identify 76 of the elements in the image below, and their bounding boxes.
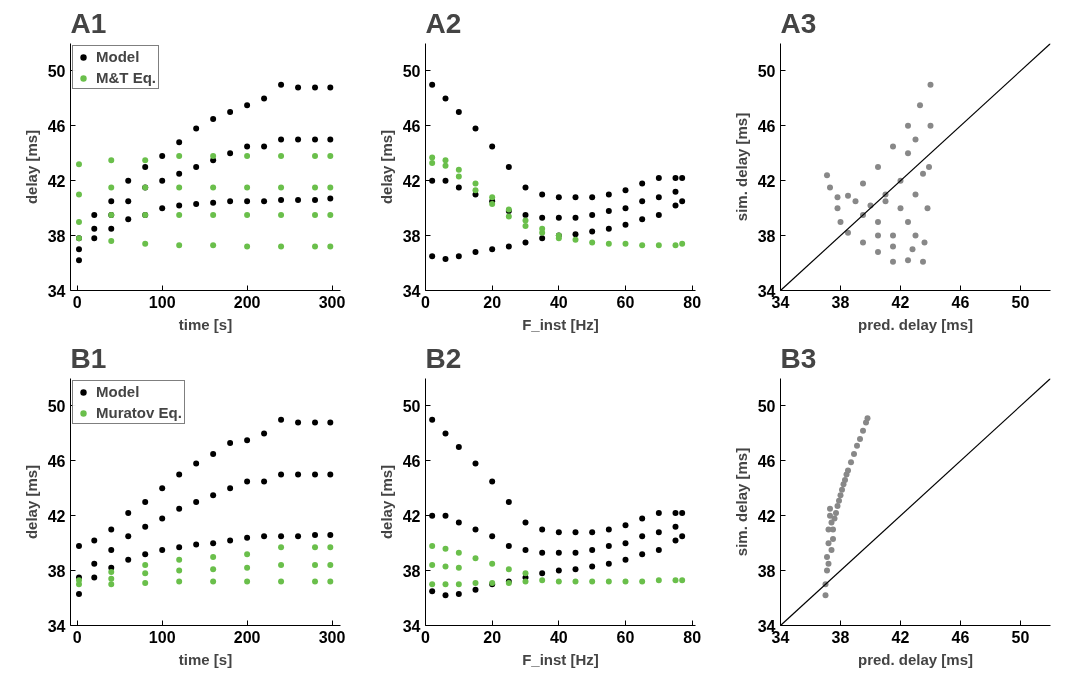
x-tick-label: 200 [233, 293, 261, 311]
chart-title: B3 [780, 342, 817, 374]
y-tick-label: 34 [47, 617, 66, 635]
x-tick-label: 0 [72, 293, 82, 311]
x-tick-label: 50 [1011, 293, 1030, 311]
y-tick-label: 50 [757, 62, 776, 80]
x-tick-label: 0 [421, 293, 431, 311]
x-tick-label: 40 [549, 293, 568, 311]
chart-title: A3 [780, 7, 817, 39]
chart-title: B1 [70, 342, 107, 374]
x-axis-title: pred. delay [ms] [857, 650, 974, 668]
legend-label: Muratov Eq. [96, 404, 182, 421]
x-tick-label: 42 [891, 293, 910, 311]
y-axis-title: delay [ms] [22, 129, 40, 205]
x-axis-title: F_inst [Hz] [522, 650, 599, 668]
y-tick-label: 34 [402, 282, 421, 300]
y-axis-title: sim. delay [ms] [732, 112, 750, 222]
y-tick-label: 50 [757, 397, 776, 415]
x-tick-label: 20 [483, 628, 502, 646]
y-axis-title: delay [ms] [377, 129, 395, 205]
y-tick-label: 42 [47, 507, 66, 525]
y-tick-label: 42 [402, 507, 421, 525]
legend-label: Model [96, 48, 140, 65]
x-tick-label: 80 [683, 293, 702, 311]
x-tick-label: 60 [616, 293, 635, 311]
y-tick-label: 38 [402, 562, 421, 580]
y-tick-label: 42 [402, 172, 421, 190]
x-tick-label: 42 [891, 628, 910, 646]
chart-title: A1 [70, 7, 107, 39]
x-tick-label: 100 [148, 293, 176, 311]
x-tick-label: 40 [549, 628, 568, 646]
x-axis-title: time [s] [178, 315, 233, 333]
x-tick-label: 100 [148, 628, 176, 646]
x-tick-label: 50 [1011, 628, 1030, 646]
y-tick-label: 46 [47, 452, 66, 470]
y-tick-label: 50 [47, 397, 66, 415]
y-tick-label: 46 [757, 117, 776, 135]
x-axis-title: F_inst [Hz] [522, 315, 599, 333]
y-tick-label: 38 [47, 562, 66, 580]
x-tick-label: 300 [318, 628, 346, 646]
x-axis-title: pred. delay [ms] [857, 315, 974, 333]
y-tick-label: 38 [402, 227, 421, 245]
legend-label: Model [96, 383, 140, 400]
x-tick-label: 80 [683, 628, 702, 646]
chart-title: B2 [425, 342, 462, 374]
y-axis-title: delay [ms] [22, 464, 40, 540]
x-tick-label: 46 [951, 293, 970, 311]
y-tick-label: 42 [757, 507, 776, 525]
y-tick-label: 46 [757, 452, 776, 470]
x-tick-label: 0 [421, 628, 431, 646]
y-tick-label: 34 [402, 617, 421, 635]
x-tick-label: 0 [72, 628, 82, 646]
x-tick-label: 300 [318, 293, 346, 311]
y-tick-label: 38 [757, 227, 776, 245]
y-tick-label: 42 [47, 172, 66, 190]
y-tick-label: 38 [757, 562, 776, 580]
x-tick-label: 200 [233, 628, 261, 646]
legend-label: M&T Eq. [96, 69, 156, 86]
x-tick-label: 38 [831, 628, 850, 646]
y-tick-label: 50 [402, 397, 421, 415]
y-tick-label: 46 [402, 117, 421, 135]
y-tick-label: 34 [47, 282, 66, 300]
chart-title: A2 [425, 7, 462, 39]
x-tick-label: 20 [483, 293, 502, 311]
y-axis-title: sim. delay [ms] [732, 447, 750, 557]
y-tick-label: 46 [402, 452, 421, 470]
y-tick-label: 38 [47, 227, 66, 245]
x-axis-title: time [s] [178, 650, 233, 668]
x-tick-label: 38 [831, 293, 850, 311]
y-axis-title: delay [ms] [377, 464, 395, 540]
y-tick-label: 42 [757, 172, 776, 190]
y-tick-label: 50 [402, 62, 421, 80]
x-tick-label: 46 [951, 628, 970, 646]
y-tick-label: 46 [47, 117, 66, 135]
x-tick-label: 60 [616, 628, 635, 646]
y-tick-label: 50 [47, 62, 66, 80]
